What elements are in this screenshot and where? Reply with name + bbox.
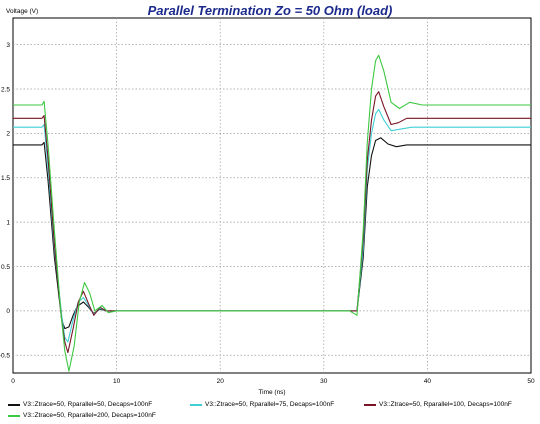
legend-label-rparallel-200: V3::Ztrace=50, Rparallel=200, Decaps=100… <box>23 412 156 419</box>
legend-item-rparallel-50: V3::Ztrace=50, Rparallel=50, Decaps=100n… <box>8 401 168 408</box>
x-tick-label: 50 <box>527 378 535 385</box>
legend-swatch-rparallel-75 <box>190 403 202 406</box>
x-tick-label: 0 <box>11 378 15 385</box>
legend-label-rparallel-75: V3::Ztrace=50, Rparallel=75, Decaps=100n… <box>205 401 335 408</box>
series-line-4 <box>13 54 531 372</box>
legend-row-2: V3::Ztrace=50, Rparallel=200, Decaps=100… <box>8 410 538 421</box>
x-tick-label: 10 <box>113 378 121 385</box>
x-tick-label: 20 <box>217 378 225 385</box>
legend-swatch-rparallel-200 <box>8 414 20 417</box>
y-tick-label: 2 <box>6 131 10 138</box>
legend-label-rparallel-100: V3::Ztrace=50, Rparallel=100, Decaps=100… <box>379 401 512 408</box>
y-axis-label: Voltage (V) <box>6 8 38 15</box>
legend-item-rparallel-200: V3::Ztrace=50, Rparallel=200, Decaps=100… <box>8 412 168 419</box>
plot-area <box>12 17 532 374</box>
chart-title: Parallel Termination Zo = 50 Ohm (load) <box>147 3 393 18</box>
series-group <box>13 54 531 372</box>
y-tick-label: 1.5 <box>1 175 10 182</box>
legend-label-rparallel-50: V3::Ztrace=50, Rparallel=50, Decaps=100n… <box>23 401 153 408</box>
x-tick-label: 30 <box>320 378 328 385</box>
legend-row-1: V3::Ztrace=50, Rparallel=50, Decaps=100n… <box>8 399 538 410</box>
legend-swatch-rparallel-100 <box>364 403 376 406</box>
legend: V3::Ztrace=50, Rparallel=50, Decaps=100n… <box>8 399 538 421</box>
legend-item-rparallel-100: V3::Ztrace=50, Rparallel=100, Decaps=100… <box>364 401 524 408</box>
tick-labels: 0 10 20 30 40 50 -0.5 0 0.5 1 1.5 2 2.5 3 <box>0 42 535 385</box>
y-tick-label: 0.5 <box>1 264 10 271</box>
x-tick-label: 40 <box>424 378 432 385</box>
y-tick-label: 0 <box>6 308 10 315</box>
legend-swatch-rparallel-50 <box>8 403 20 406</box>
legend-item-rparallel-75: V3::Ztrace=50, Rparallel=75, Decaps=100n… <box>190 401 350 408</box>
y-tick-label: 1 <box>6 219 10 226</box>
y-tick-label: 2.5 <box>1 86 10 93</box>
y-tick-label: -0.5 <box>0 353 10 360</box>
y-tick-label: 3 <box>6 42 10 49</box>
x-axis-label: Time (ns) <box>258 389 285 396</box>
